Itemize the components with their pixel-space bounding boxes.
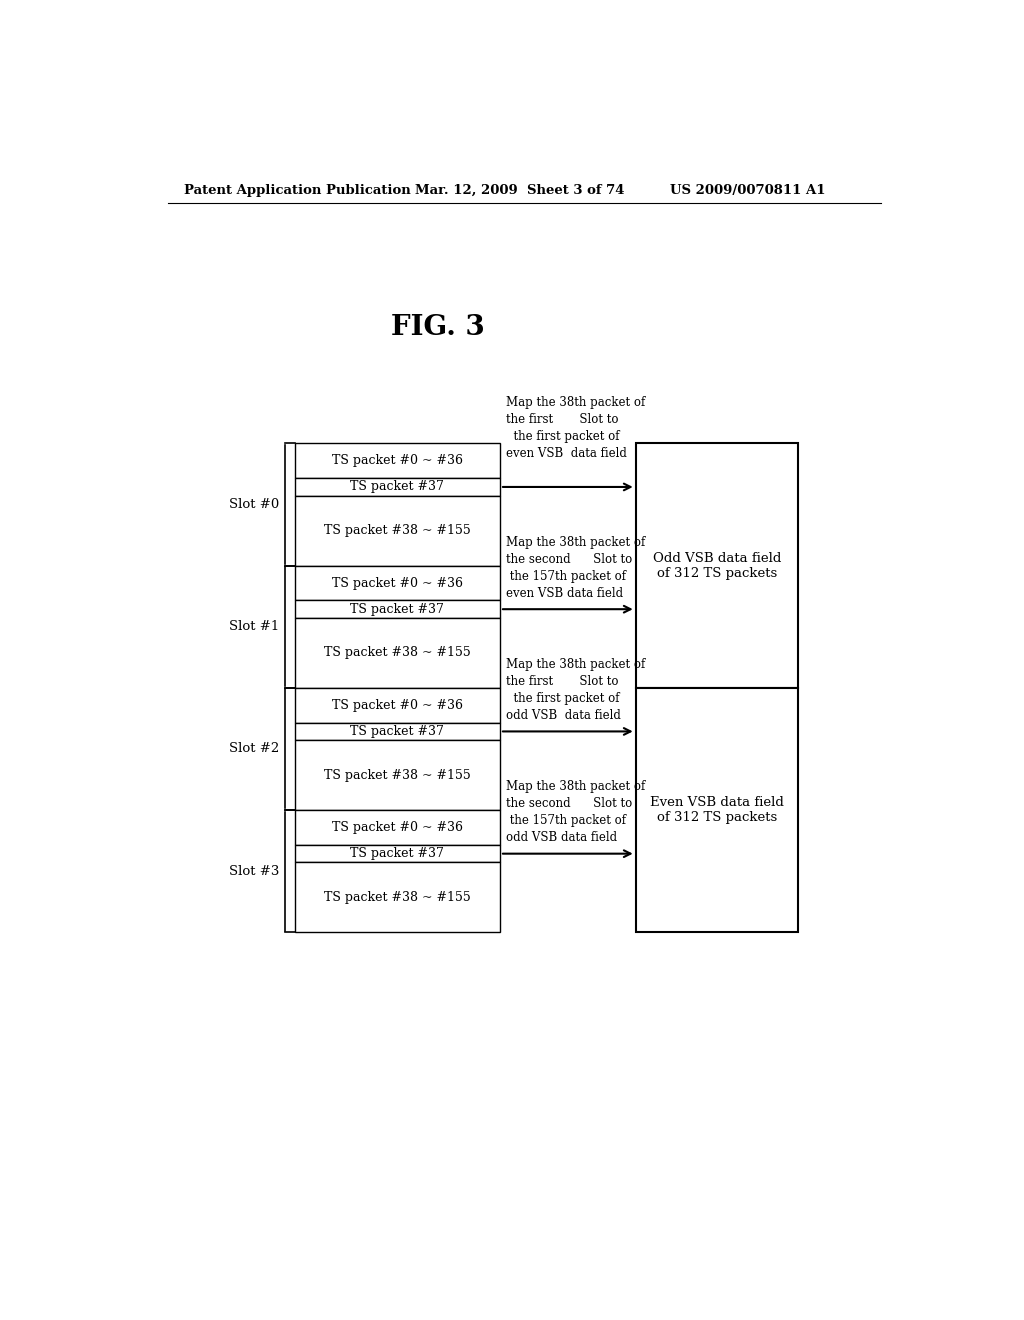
Text: TS packet #0 ~ #36: TS packet #0 ~ #36 [332, 821, 463, 834]
Text: Slot #2: Slot #2 [229, 742, 280, 755]
Text: Map the 38th packet of
the first       Slot to
  the first packet of
odd VSB  da: Map the 38th packet of the first Slot to… [506, 657, 645, 722]
Text: Mar. 12, 2009  Sheet 3 of 74: Mar. 12, 2009 Sheet 3 of 74 [415, 185, 625, 197]
Text: TS packet #0 ~ #36: TS packet #0 ~ #36 [332, 698, 463, 711]
Text: TS packet #0 ~ #36: TS packet #0 ~ #36 [332, 577, 463, 590]
Text: TS packet #37: TS packet #37 [350, 725, 444, 738]
Bar [295, 565, 500, 601]
Text: TS packet #37: TS packet #37 [350, 847, 444, 861]
Text: Even VSB data field
of 312 TS packets: Even VSB data field of 312 TS packets [650, 796, 784, 824]
Text: Slot #0: Slot #0 [229, 498, 280, 511]
Bar [295, 478, 500, 496]
Bar [636, 688, 799, 932]
Text: Slot #1: Slot #1 [229, 620, 280, 634]
Bar [295, 845, 500, 862]
Bar [636, 444, 799, 688]
Bar [295, 496, 500, 565]
Text: Slot #3: Slot #3 [228, 865, 280, 878]
Bar [295, 601, 500, 618]
Text: Patent Application Publication: Patent Application Publication [183, 185, 411, 197]
Bar [295, 741, 500, 810]
Text: TS packet #0 ~ #36: TS packet #0 ~ #36 [332, 454, 463, 467]
Text: US 2009/0070811 A1: US 2009/0070811 A1 [671, 185, 826, 197]
Text: FIG. 3: FIG. 3 [391, 314, 485, 342]
Bar [295, 618, 500, 688]
Bar [295, 444, 500, 478]
Text: TS packet #38 ~ #155: TS packet #38 ~ #155 [324, 768, 471, 781]
Text: TS packet #37: TS packet #37 [350, 480, 444, 494]
Text: Map the 38th packet of
the first       Slot to
  the first packet of
even VSB  d: Map the 38th packet of the first Slot to… [506, 396, 645, 459]
Text: Map the 38th packet of
the second      Slot to
 the 157th packet of
even VSB dat: Map the 38th packet of the second Slot t… [506, 536, 645, 599]
Bar [295, 862, 500, 932]
Text: Map the 38th packet of
the second      Slot to
 the 157th packet of
odd VSB data: Map the 38th packet of the second Slot t… [506, 780, 645, 843]
Text: TS packet #38 ~ #155: TS packet #38 ~ #155 [324, 891, 471, 904]
Bar [295, 810, 500, 845]
Text: TS packet #38 ~ #155: TS packet #38 ~ #155 [324, 524, 471, 537]
Text: Odd VSB data field
of 312 TS packets: Odd VSB data field of 312 TS packets [653, 552, 781, 579]
Text: TS packet #38 ~ #155: TS packet #38 ~ #155 [324, 647, 471, 660]
Text: TS packet #37: TS packet #37 [350, 603, 444, 615]
Bar [295, 723, 500, 741]
Bar [295, 688, 500, 723]
